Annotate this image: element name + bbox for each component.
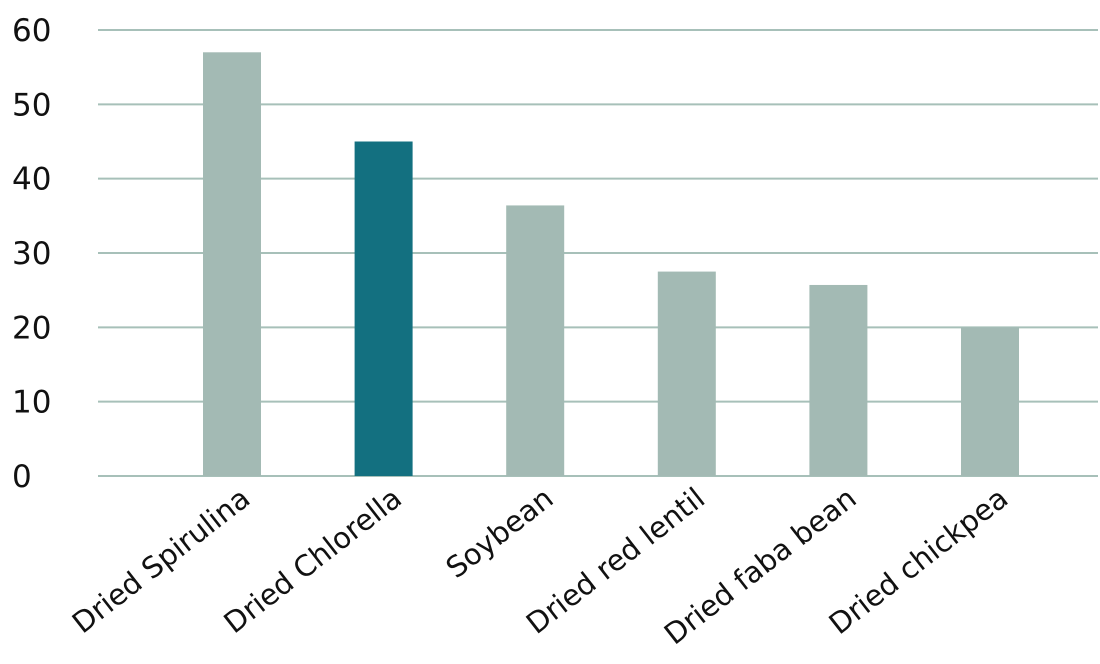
bars — [203, 52, 1019, 477]
y-tick-label: 20 — [12, 310, 51, 346]
y-tick-label: 10 — [12, 385, 51, 421]
y-tick-label: 0 — [12, 459, 32, 495]
y-tick-label: 60 — [12, 13, 51, 49]
y-tick-label: 50 — [12, 87, 51, 123]
bar-dried-red-lentil — [657, 271, 716, 476]
x-category-label: Soybean — [440, 481, 560, 585]
y-tick-label: 40 — [12, 162, 51, 198]
y-axis-tick-labels: 0 10 20 30 40 50 60 — [12, 13, 51, 495]
bar-dried-chickpea — [961, 327, 1019, 476]
gridlines — [98, 29, 1098, 477]
bar-dried-chlorella — [354, 141, 413, 476]
bar-dried-spirulina — [203, 52, 261, 477]
y-tick-label: 30 — [12, 236, 51, 272]
bar-soybean — [506, 205, 565, 476]
bar-dried-faba-bean — [809, 284, 868, 476]
